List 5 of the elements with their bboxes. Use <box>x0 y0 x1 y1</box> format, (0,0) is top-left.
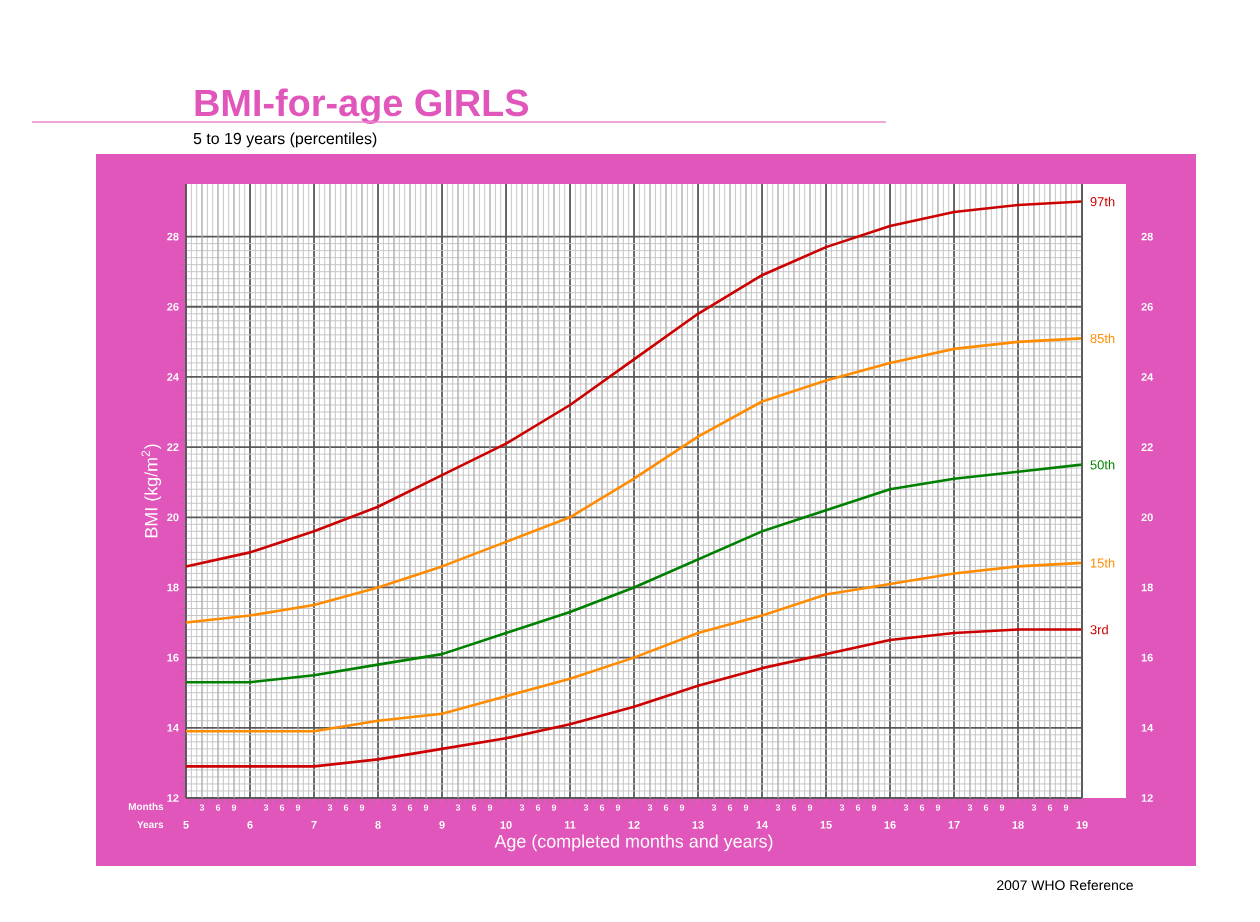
x-axis-title: Age (completed months and years) <box>494 834 773 852</box>
chart-title: BMI-for-age GIRLS <box>195 88 529 125</box>
line-series <box>184 200 1084 568</box>
line-series <box>184 337 1084 624</box>
y-axis-title: BMI (kg/m$^{2}$) <box>141 444 162 538</box>
